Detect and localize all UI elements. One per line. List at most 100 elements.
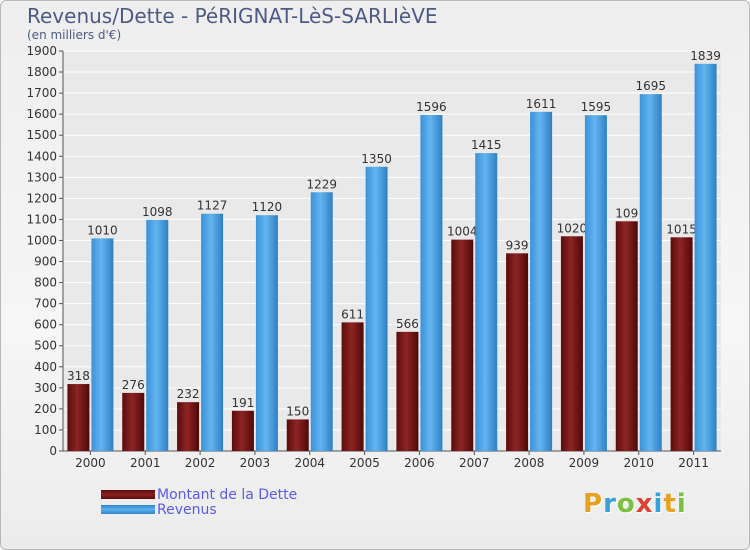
y-tick-label: 1000 <box>26 233 57 247</box>
bar-revenue <box>584 115 607 452</box>
legend-swatch-revenue <box>101 505 155 514</box>
bar-revenue <box>639 94 662 451</box>
y-tick-label: 1600 <box>26 107 57 121</box>
data-label-debt: 191 <box>231 396 254 410</box>
data-label-revenue: 1127 <box>197 199 228 213</box>
legend-item-debt: Montant de la Dette <box>101 486 298 503</box>
data-label-debt: 939 <box>506 238 529 252</box>
data-label-revenue: 1350 <box>361 152 392 166</box>
data-label-debt: 611 <box>341 307 364 321</box>
bar-debt <box>231 410 254 451</box>
x-tick-label: 2005 <box>349 456 380 470</box>
data-label-revenue: 1415 <box>471 138 502 152</box>
y-tick-label: 100 <box>34 423 57 437</box>
data-label-debt: 318 <box>67 369 90 383</box>
data-label-debt: 150 <box>286 404 309 418</box>
bar-revenue <box>146 219 169 451</box>
data-label-revenue: 1839 <box>690 49 721 63</box>
logo-letter: r <box>603 489 617 519</box>
bar-debt <box>67 384 90 451</box>
y-tick-label: 1500 <box>26 128 57 142</box>
y-tick-label: 200 <box>34 402 57 416</box>
bar-debt <box>560 236 583 451</box>
y-tick-label: 300 <box>34 381 57 395</box>
bar-debt <box>670 237 693 451</box>
logo-letter: i <box>653 489 664 519</box>
logo-letter: o <box>616 489 636 519</box>
y-tick-label: 600 <box>34 318 57 332</box>
bar-debt <box>451 239 474 451</box>
bar-debt <box>506 253 529 451</box>
data-label-debt: 1004 <box>447 225 478 239</box>
y-tick-label: 400 <box>34 360 57 374</box>
bar-debt <box>396 331 419 451</box>
bar-revenue <box>310 192 333 451</box>
y-tick-label: 1400 <box>26 149 57 163</box>
logo-letter: x <box>635 489 654 519</box>
bar-revenue <box>530 111 553 451</box>
x-tick-label: 2006 <box>404 456 435 470</box>
data-label-revenue: 1098 <box>142 205 173 219</box>
y-tick-label: 1800 <box>26 65 57 79</box>
bar-debt <box>122 392 145 451</box>
legend: Montant de la Dette Revenus <box>101 486 298 518</box>
plot-area <box>63 51 721 451</box>
x-tick-label: 2009 <box>569 456 600 470</box>
bar-debt <box>177 402 200 451</box>
y-tick-label: 800 <box>34 276 57 290</box>
data-label-debt: 566 <box>396 317 419 331</box>
y-tick-label: 1300 <box>26 170 57 184</box>
bar-debt <box>341 322 364 451</box>
bar-revenue <box>475 153 498 451</box>
x-tick-label: 2003 <box>240 456 271 470</box>
data-label-debt: 276 <box>122 378 145 392</box>
y-tick-label: 1700 <box>26 86 57 100</box>
y-tick-label: 0 <box>49 444 57 458</box>
logo-letter: i <box>676 489 687 519</box>
data-label-revenue: 1695 <box>635 79 666 93</box>
legend-label-revenue: Revenus <box>157 501 217 518</box>
y-tick-label: 1100 <box>26 212 57 226</box>
bar-revenue <box>694 63 717 452</box>
data-label-revenue: 1596 <box>416 100 447 114</box>
data-label-debt: 232 <box>177 387 200 401</box>
proxiti-logo: Proxiti <box>583 489 687 519</box>
x-tick-label: 2011 <box>678 456 709 470</box>
x-tick-label: 2001 <box>130 456 161 470</box>
x-tick-label: 2008 <box>514 456 545 470</box>
x-tick-label: 2002 <box>185 456 216 470</box>
chart-title: Revenus/Dette - PéRIGNAT-LèS-SARLIèVE <box>27 4 438 28</box>
bar-revenue <box>365 166 388 451</box>
bar-revenue <box>255 215 278 451</box>
chart-subtitle: (en milliers d'€) <box>27 28 122 42</box>
logo-letter: t <box>663 489 677 519</box>
data-label-revenue: 1010 <box>87 223 118 237</box>
data-label-revenue: 1229 <box>306 177 337 191</box>
bar-revenue <box>420 115 443 451</box>
data-label-debt: 1020 <box>557 221 588 235</box>
y-tick-label: 900 <box>34 255 57 269</box>
legend-item-revenue: Revenus <box>101 501 297 518</box>
x-tick-label: 2004 <box>294 456 325 470</box>
x-tick-label: 2007 <box>459 456 490 470</box>
bar-revenue <box>91 238 114 451</box>
y-tick-label: 1200 <box>26 191 57 205</box>
bar-revenue <box>201 213 224 451</box>
data-label-revenue: 1120 <box>252 200 283 214</box>
x-tick-label: 2010 <box>623 456 654 470</box>
y-tick-label: 1900 <box>26 44 57 58</box>
data-label-debt: 1015 <box>666 222 697 236</box>
bar-debt <box>286 419 309 451</box>
data-label-debt: 109 <box>615 206 638 220</box>
data-label-revenue: 1611 <box>526 97 557 111</box>
x-tick-label: 2000 <box>75 456 106 470</box>
legend-label-debt: Montant de la Dette <box>157 486 298 503</box>
y-tick-label: 700 <box>34 297 57 311</box>
bar-debt <box>615 221 638 451</box>
data-label-revenue: 1595 <box>581 100 612 114</box>
logo-letter: P <box>583 489 604 519</box>
y-tick-label: 500 <box>34 339 57 353</box>
legend-swatch-debt <box>101 490 155 499</box>
